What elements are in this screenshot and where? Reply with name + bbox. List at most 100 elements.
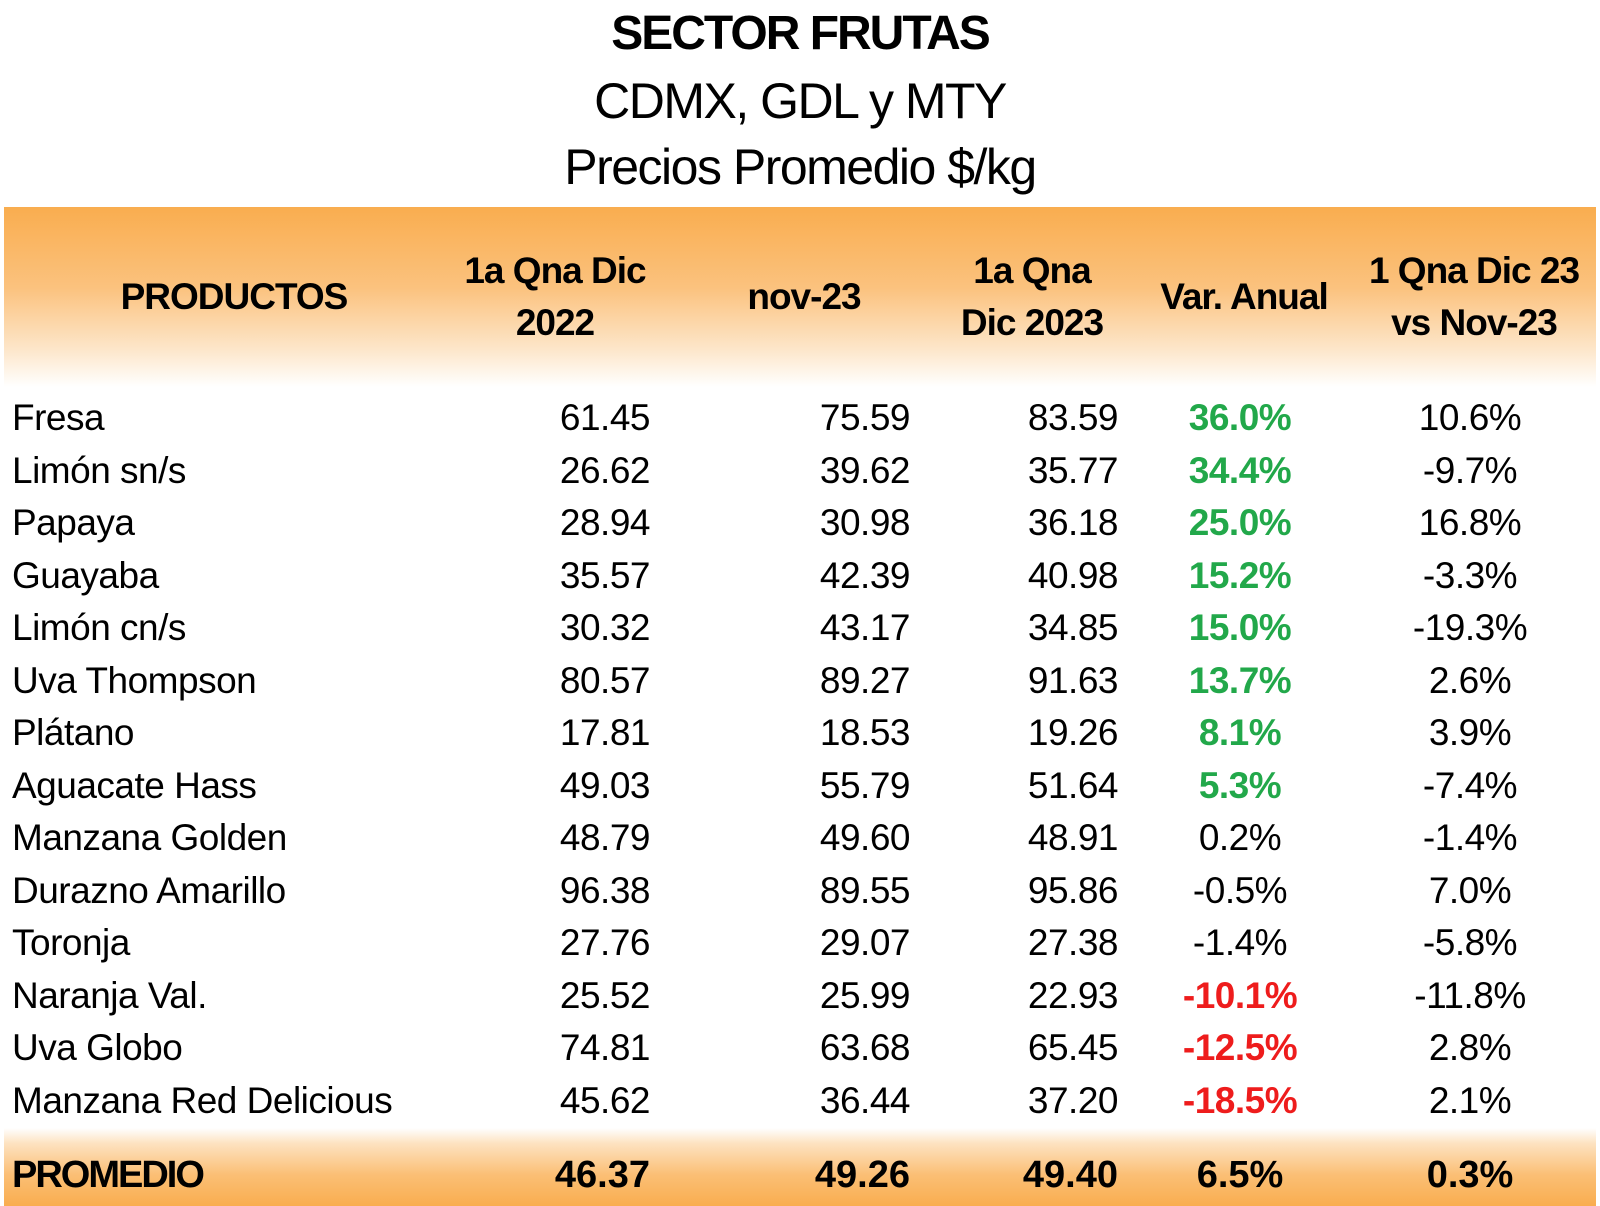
var-vs-nov: 10.6% — [1418, 397, 1522, 438]
promedio-label: PROMEDIO — [12, 1154, 205, 1196]
header-var-anual: Var. Anual — [1134, 207, 1354, 387]
price-dic-2023: 22.93 — [1027, 974, 1119, 1016]
price-nov-23: 36.44 — [819, 1079, 911, 1121]
var-vs-nov: 3.9% — [1428, 712, 1512, 753]
var-vs-nov: -11.8% — [1414, 974, 1526, 1016]
price-nov-23: 25.99 — [819, 974, 911, 1016]
table-row: Naranja Val. 25.52 25.99 22.93 -10.1% -1… — [0, 970, 1600, 1023]
price-nov-23: 29.07 — [819, 922, 911, 963]
product-name: Uva Globo — [12, 1027, 183, 1068]
price-dic-2023: 95.86 — [1027, 869, 1119, 911]
product-name: Aguacate Hass — [12, 764, 257, 806]
price-dic-2023: 35.77 — [1027, 449, 1119, 491]
promedio-dic-2023: 49.40 — [1022, 1154, 1118, 1196]
price-dic-2022: 48.79 — [559, 817, 651, 858]
header-productos: PRODUCTOS — [14, 207, 454, 387]
price-nov-23: 30.98 — [819, 502, 911, 543]
var-anual: 13.7% — [1188, 659, 1292, 701]
table-row: Guayaba 35.57 42.39 40.98 15.2% -3.3% — [0, 550, 1600, 603]
table-row: Durazno Amarillo 96.38 89.55 95.86 -0.5%… — [0, 865, 1600, 918]
price-nov-23: 43.17 — [819, 607, 911, 648]
var-anual: 34.4% — [1188, 449, 1292, 491]
table-row: Aguacate Hass 49.03 55.79 51.64 5.3% -7.… — [0, 760, 1600, 813]
var-vs-nov: 2.6% — [1428, 659, 1512, 701]
header-productos-label: PRODUCTOS — [120, 276, 349, 317]
header-vs-nov-label: 1 Qna Dic 23 vs Nov-23 — [1368, 250, 1580, 343]
table-row: Papaya 28.94 30.98 36.18 25.0% 16.8% — [0, 497, 1600, 550]
var-vs-nov: -3.3% — [1422, 554, 1518, 596]
table-row: Plátano 17.81 18.53 19.26 8.1% 3.9% — [0, 707, 1600, 760]
price-dic-2022: 17.81 — [559, 712, 651, 753]
var-vs-nov: 2.1% — [1428, 1079, 1512, 1121]
price-dic-2022: 25.52 — [559, 974, 651, 1016]
header-vs-nov: 1 Qna Dic 23 vs Nov-23 — [1354, 207, 1594, 387]
price-dic-2023: 65.45 — [1027, 1027, 1119, 1068]
table-header: PRODUCTOS 1a Qna Dic 2022 nov-23 1a Qna … — [4, 207, 1596, 387]
price-nov-23: 75.59 — [819, 397, 911, 438]
price-nov-23: 63.68 — [819, 1027, 911, 1068]
product-name: Fresa — [12, 397, 105, 438]
price-dic-2022: 49.03 — [559, 764, 651, 806]
var-vs-nov: -1.4% — [1422, 817, 1518, 858]
product-name: Guayaba — [12, 554, 159, 596]
price-dic-2022: 26.62 — [559, 449, 651, 491]
product-name: Durazno Amarillo — [12, 869, 286, 911]
price-nov-23: 55.79 — [819, 764, 911, 806]
var-vs-nov: -7.4% — [1422, 764, 1518, 806]
var-anual: 15.2% — [1188, 554, 1292, 596]
price-dic-2023: 51.64 — [1027, 764, 1119, 806]
promedio-vs-nov: 0.3% — [1426, 1154, 1514, 1196]
header-qna-dic-2023: 1a Qna Dic 2023 — [932, 207, 1132, 387]
price-dic-2022: 61.45 — [559, 397, 651, 438]
var-vs-nov: 2.8% — [1428, 1027, 1512, 1068]
price-dic-2023: 37.20 — [1027, 1079, 1119, 1121]
price-nov-23: 89.55 — [819, 869, 911, 911]
price-nov-23: 42.39 — [819, 554, 911, 596]
page-title: SECTOR FRUTAS — [611, 7, 991, 60]
price-dic-2022: 35.57 — [559, 554, 651, 596]
table-row: Limón sn/s 26.62 39.62 35.77 34.4% -9.7% — [0, 445, 1600, 498]
var-anual: -0.5% — [1192, 869, 1288, 911]
price-dic-2023: 40.98 — [1027, 554, 1119, 596]
table-row: Manzana Golden 48.79 49.60 48.91 0.2% -1… — [0, 812, 1600, 865]
price-dic-2023: 48.91 — [1027, 817, 1119, 858]
price-dic-2022: 74.81 — [559, 1027, 651, 1068]
price-dic-2023: 91.63 — [1027, 659, 1119, 701]
table-row: Fresa 61.45 75.59 83.59 36.0% 10.6% — [0, 392, 1600, 445]
var-vs-nov: -5.8% — [1422, 922, 1518, 963]
price-dic-2022: 28.94 — [559, 502, 651, 543]
var-anual: 8.1% — [1198, 712, 1282, 753]
product-name: Papaya — [12, 502, 135, 543]
var-vs-nov: 16.8% — [1418, 502, 1522, 543]
price-dic-2023: 34.85 — [1027, 607, 1119, 648]
price-dic-2023: 27.38 — [1027, 922, 1119, 963]
price-dic-2022: 27.76 — [559, 922, 651, 963]
var-anual: -18.5% — [1182, 1079, 1298, 1121]
promedio-var-anual: 6.5% — [1196, 1154, 1284, 1196]
var-anual: 15.0% — [1188, 607, 1292, 648]
header-nov-23: nov-23 — [694, 207, 914, 387]
table-row: Manzana Red Delicious 45.62 36.44 37.20 … — [0, 1075, 1600, 1128]
var-vs-nov: 7.0% — [1428, 869, 1512, 911]
var-anual: -1.4% — [1192, 922, 1288, 963]
product-name: Limón cn/s — [12, 607, 186, 648]
product-name: Manzana Red Delicious — [12, 1079, 393, 1121]
var-anual: -12.5% — [1182, 1027, 1298, 1068]
var-anual: 25.0% — [1188, 502, 1292, 543]
table-body: Fresa 61.45 75.59 83.59 36.0% 10.6% Limó… — [0, 392, 1600, 1127]
product-name: Uva Thompson — [12, 659, 257, 701]
promedio-dic-2022: 46.37 — [554, 1154, 650, 1196]
product-name: Plátano — [12, 712, 135, 753]
price-nov-23: 89.27 — [819, 659, 911, 701]
promedio-nov-23: 49.26 — [814, 1154, 910, 1196]
table-row: Toronja 27.76 29.07 27.38 -1.4% -5.8% — [0, 917, 1600, 970]
var-anual: 0.2% — [1198, 817, 1282, 858]
product-name: Toronja — [12, 922, 130, 963]
price-dic-2022: 96.38 — [559, 869, 651, 911]
table-row: Limón cn/s 30.32 43.17 34.85 15.0% -19.3… — [0, 602, 1600, 655]
price-dic-2022: 45.62 — [559, 1079, 651, 1121]
price-dic-2022: 80.57 — [559, 659, 651, 701]
page-subtitle-units: Precios Promedio $/kg — [564, 139, 1037, 195]
table-row: Uva Globo 74.81 63.68 65.45 -12.5% 2.8% — [0, 1022, 1600, 1075]
page-subtitle: CDMX, GDL y MTY — [594, 73, 1007, 129]
